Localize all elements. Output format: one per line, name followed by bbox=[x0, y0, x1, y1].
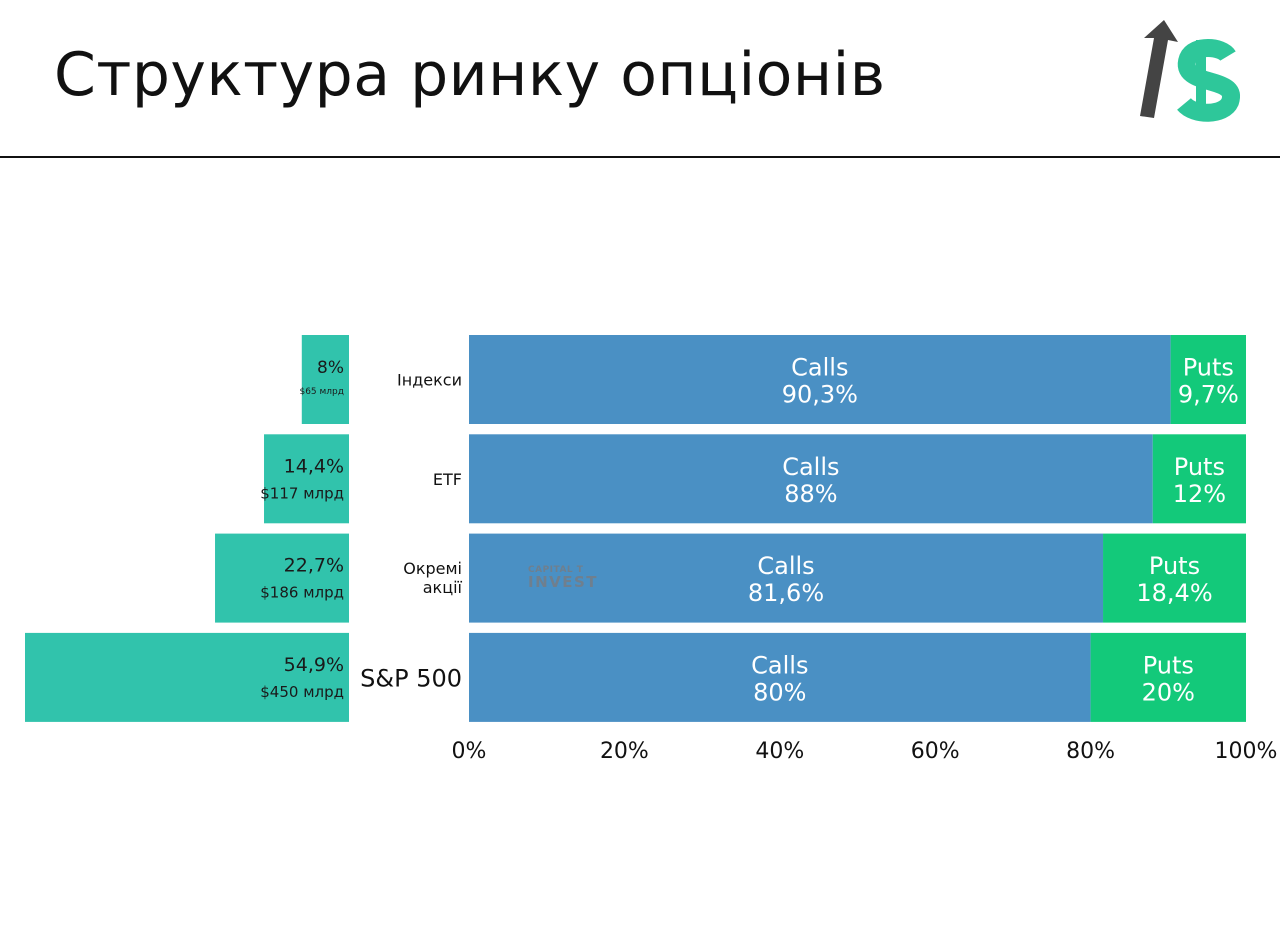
puts-value-label: 12% bbox=[1173, 480, 1226, 508]
market-share-volume-label: $117 млрд bbox=[260, 484, 344, 502]
market-share-volume-label: $450 млрд bbox=[260, 683, 344, 701]
puts-series-label: Puts bbox=[1149, 552, 1200, 580]
puts-bar bbox=[1152, 434, 1246, 524]
calls-bar bbox=[469, 335, 1171, 424]
watermark-line1: CAPITAL T bbox=[528, 565, 584, 575]
header: Структура ринку опціонів bbox=[0, 0, 1280, 158]
category-label: акції bbox=[423, 578, 463, 597]
x-tick-label: 60% bbox=[911, 739, 960, 764]
puts-bar bbox=[1170, 335, 1246, 424]
x-tick-label: 80% bbox=[1066, 739, 1115, 764]
market-share-value-label: 22,7% bbox=[284, 555, 344, 577]
puts-bar bbox=[1103, 533, 1246, 623]
category-label: ETF bbox=[433, 470, 462, 489]
calls-bar bbox=[469, 632, 1091, 722]
calls-value-label: 80% bbox=[753, 678, 806, 706]
header-rule bbox=[0, 156, 1280, 158]
calls-series-label: Calls bbox=[791, 354, 848, 382]
watermark-line2: INVEST bbox=[528, 573, 599, 591]
puts-value-label: 20% bbox=[1142, 678, 1195, 706]
market-share-value-label: 14,4% bbox=[284, 455, 344, 477]
calls-bar bbox=[469, 434, 1153, 524]
arrow-dollar-icon bbox=[1140, 20, 1240, 122]
watermark: CAPITAL T INVEST bbox=[528, 566, 598, 590]
page-title: Структура ринку опціонів bbox=[54, 40, 886, 110]
puts-series-label: Puts bbox=[1183, 354, 1234, 382]
calls-series-label: Calls bbox=[751, 651, 808, 679]
calls-series-label: Calls bbox=[782, 453, 839, 481]
category-label: Індекси bbox=[397, 371, 462, 390]
puts-value-label: 18,4% bbox=[1136, 579, 1212, 607]
market-share-volume-label: $65 млрд bbox=[299, 387, 344, 397]
market-share-bar bbox=[301, 335, 349, 424]
calls-series-label: Calls bbox=[757, 552, 814, 580]
category-label: Окремі bbox=[403, 559, 462, 578]
calls-value-label: 90,3% bbox=[782, 381, 858, 409]
category-label: S&P 500 bbox=[360, 664, 462, 692]
calls-value-label: 81,6% bbox=[748, 579, 824, 607]
puts-bar bbox=[1090, 632, 1246, 722]
x-tick-label: 0% bbox=[452, 739, 487, 764]
puts-series-label: Puts bbox=[1143, 651, 1194, 679]
calls-bar bbox=[469, 533, 1104, 623]
x-tick-label: 40% bbox=[755, 739, 804, 764]
x-tick-label: 100% bbox=[1215, 739, 1278, 764]
market-share-value-label: 54,9% bbox=[284, 654, 344, 676]
market-share-volume-label: $186 млрд bbox=[260, 584, 344, 602]
puts-value-label: 9,7% bbox=[1178, 381, 1239, 409]
market-share-value-label: 8% bbox=[317, 358, 344, 378]
market-share-bar bbox=[264, 434, 349, 524]
puts-series-label: Puts bbox=[1174, 453, 1225, 481]
market-share-bar bbox=[25, 632, 349, 722]
calls-value-label: 88% bbox=[784, 480, 837, 508]
x-tick-label: 20% bbox=[600, 739, 649, 764]
market-share-bar bbox=[215, 533, 349, 623]
